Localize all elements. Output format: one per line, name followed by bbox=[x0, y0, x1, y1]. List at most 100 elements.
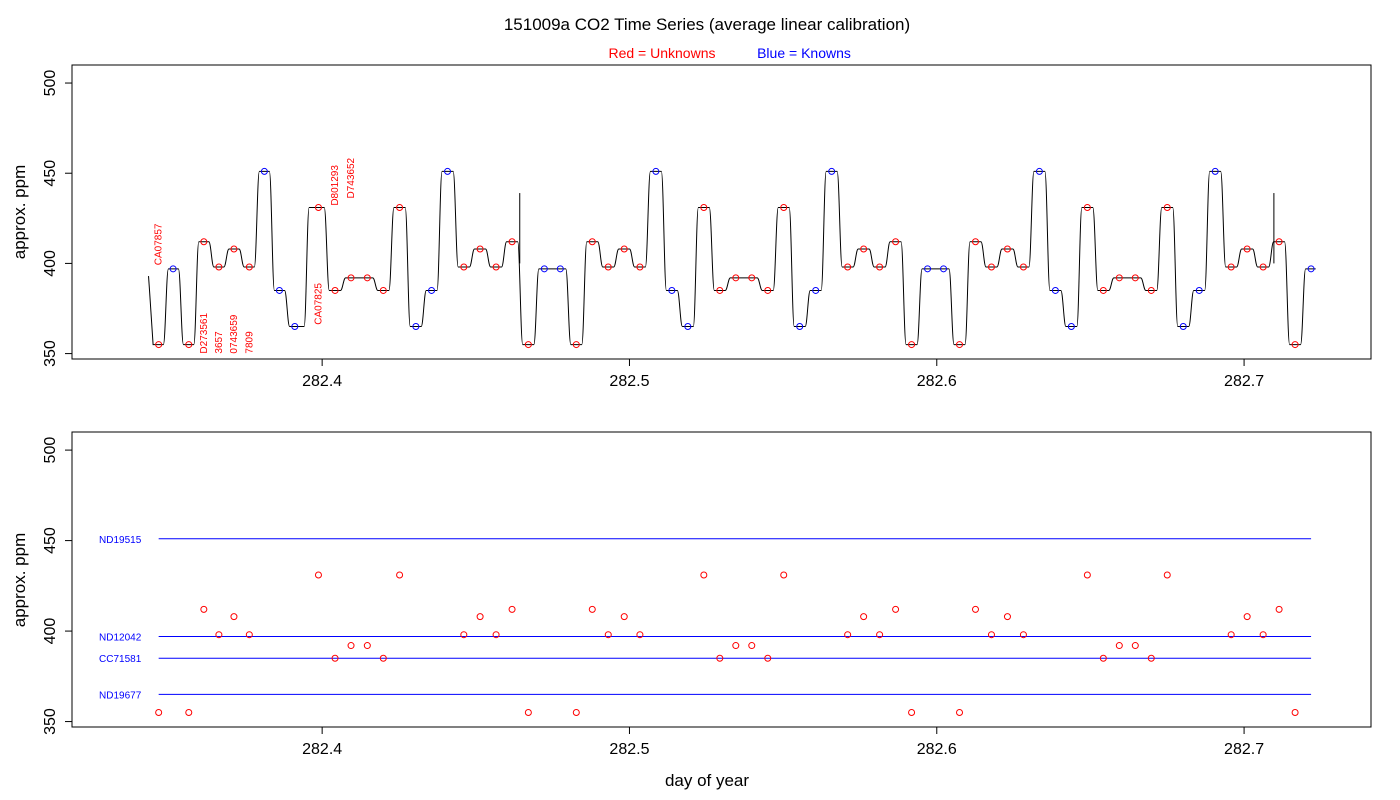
known-point bbox=[1307, 265, 1315, 273]
unknown-point bbox=[1147, 286, 1155, 294]
unknown-point bbox=[1275, 238, 1283, 246]
bottom-y-tick-label: 500 bbox=[42, 437, 59, 464]
unknown-point bbox=[492, 631, 500, 639]
unknown-point bbox=[1147, 654, 1155, 662]
unknown-point bbox=[892, 605, 900, 613]
unknown-point bbox=[245, 263, 253, 271]
x-axis-label: day of year bbox=[665, 771, 749, 790]
bottom-x-axis: 282.4 282.5 282.6 282.7 bbox=[302, 727, 1264, 758]
known-point bbox=[1211, 167, 1219, 175]
bottom-x-tick-label: 282.7 bbox=[1224, 741, 1264, 758]
unknown-point bbox=[476, 613, 484, 621]
known-point bbox=[1051, 286, 1059, 294]
unknown-point bbox=[230, 245, 238, 253]
standard-label: ND12042 bbox=[99, 633, 142, 644]
unknown-point bbox=[476, 245, 484, 253]
unknown-point bbox=[1243, 613, 1251, 621]
unknown-point bbox=[1115, 274, 1123, 282]
known-point bbox=[540, 265, 548, 273]
sample-id-label: D273561 bbox=[199, 313, 210, 354]
known-point bbox=[291, 323, 299, 331]
sample-id-labels: CA07857 D273561 3657 0743659 7809 CA07825 D801… bbox=[154, 157, 357, 353]
unknown-point bbox=[363, 642, 371, 650]
known-point bbox=[812, 286, 820, 294]
unknown-point bbox=[1131, 274, 1139, 282]
unknown-point bbox=[987, 263, 995, 271]
unknown-point bbox=[331, 286, 339, 294]
unknown-point bbox=[363, 274, 371, 282]
unknown-point bbox=[604, 263, 612, 271]
unknown-point bbox=[314, 571, 322, 579]
unknown-point bbox=[215, 263, 223, 271]
top-plot-frame bbox=[71, 64, 1372, 360]
unknown-point bbox=[588, 605, 596, 613]
unknown-point bbox=[200, 238, 208, 246]
unknown-point bbox=[732, 642, 740, 650]
unknown-point bbox=[1227, 631, 1235, 639]
unknown-point bbox=[620, 613, 628, 621]
known-point bbox=[412, 323, 420, 331]
unknown-point bbox=[347, 642, 355, 650]
known-point bbox=[556, 265, 564, 273]
known-point bbox=[940, 265, 948, 273]
known-point bbox=[428, 286, 436, 294]
top-x-tick-label: 282.5 bbox=[609, 373, 649, 390]
known-point bbox=[260, 167, 268, 175]
unknown-point bbox=[716, 286, 724, 294]
unknown-point bbox=[347, 274, 355, 282]
unknown-point bbox=[636, 631, 644, 639]
unknown-point bbox=[379, 286, 387, 294]
unknown-point bbox=[200, 605, 208, 613]
top-y-tick-label: 500 bbox=[42, 70, 59, 97]
unknown-point bbox=[1019, 263, 1027, 271]
bottom-panel-calibrated-points: 350 400 450 500 282.4 282.5 282.6 282.7 approx… bbox=[10, 431, 1372, 790]
bottom-x-tick-label: 282.5 bbox=[609, 741, 649, 758]
top-y-tick-label: 350 bbox=[42, 340, 59, 367]
unknown-point bbox=[780, 571, 788, 579]
unknown-point bbox=[764, 286, 772, 294]
unknown-point bbox=[1099, 654, 1107, 662]
unknown-point bbox=[732, 274, 740, 282]
known-point bbox=[1035, 167, 1043, 175]
bottom-x-tick-label: 282.6 bbox=[917, 741, 957, 758]
bottom-points bbox=[155, 571, 1299, 717]
bottom-plot-frame bbox=[71, 431, 1372, 728]
unknown-point bbox=[748, 274, 756, 282]
unknown-point bbox=[331, 654, 339, 662]
sample-id-label: D743652 bbox=[346, 157, 357, 198]
unknown-point bbox=[588, 238, 596, 246]
unknown-point bbox=[764, 654, 772, 662]
unknown-point bbox=[155, 709, 163, 717]
bottom-y-axis: 350 400 450 500 bbox=[42, 437, 72, 735]
known-point bbox=[652, 167, 660, 175]
legend-red: Red = Unknowns bbox=[608, 45, 715, 61]
unknown-point bbox=[1163, 571, 1171, 579]
unknown-point bbox=[1115, 642, 1123, 650]
top-x-tick-label: 282.7 bbox=[1224, 373, 1264, 390]
top-y-axis: 350 400 450 500 bbox=[42, 70, 72, 367]
unknown-point bbox=[460, 263, 468, 271]
unknown-point bbox=[700, 203, 708, 211]
unknown-point bbox=[1083, 203, 1091, 211]
known-point bbox=[828, 167, 836, 175]
unknown-point bbox=[780, 203, 788, 211]
sample-id-label: 7809 bbox=[244, 331, 255, 354]
unknown-point bbox=[956, 709, 964, 717]
unknown-point bbox=[396, 571, 404, 579]
unknown-point bbox=[748, 642, 756, 650]
unknown-point bbox=[1163, 203, 1171, 211]
unknown-point bbox=[314, 203, 322, 211]
unknown-point bbox=[956, 341, 964, 349]
top-points bbox=[155, 167, 1315, 349]
unknown-point bbox=[636, 263, 644, 271]
unknown-point bbox=[572, 709, 580, 717]
top-x-axis: 282.4 282.5 282.6 282.7 bbox=[302, 359, 1264, 390]
unknown-point bbox=[971, 605, 979, 613]
unknown-point bbox=[604, 631, 612, 639]
unknown-point bbox=[716, 654, 724, 662]
unknown-point bbox=[1243, 245, 1251, 253]
top-y-axis-label: approx. ppm bbox=[10, 165, 29, 260]
legend-blue: Blue = Knowns bbox=[757, 45, 851, 61]
unknown-point bbox=[155, 341, 163, 349]
